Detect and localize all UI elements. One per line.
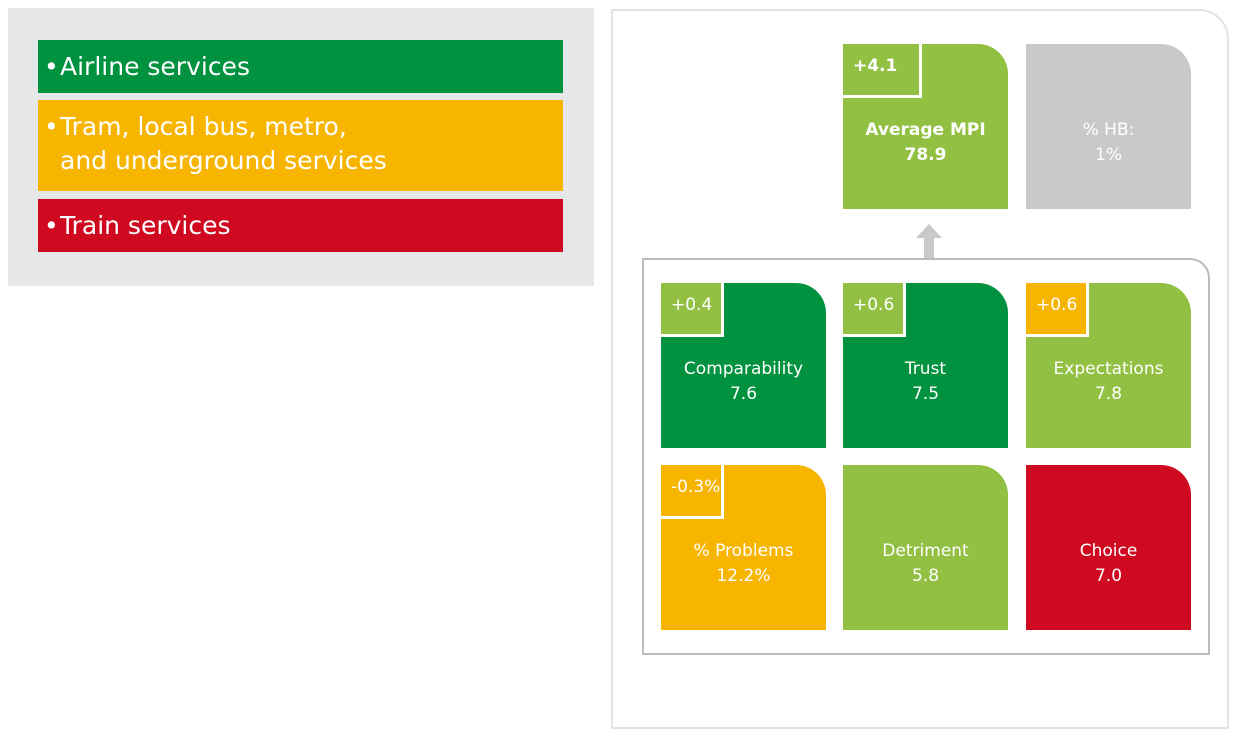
tile-value: 5.8: [911, 566, 940, 586]
tile: % HB: 1%: [1026, 44, 1191, 209]
legend-label: and underground services: [60, 146, 387, 175]
tile-value: 7.0: [1094, 566, 1123, 586]
tile-label: % HB:: [1082, 120, 1135, 140]
tile-value: 7.6: [729, 384, 758, 404]
legend-item: Tram, local bus, metro,and underground s…: [38, 100, 563, 191]
tile: +4.1 Average MPI 78.9: [843, 44, 1008, 209]
tile-label: Comparability: [683, 359, 804, 379]
tile-label: % Problems: [693, 541, 794, 561]
tile: +0.6 Trust 7.5: [843, 283, 1008, 448]
tile: +0.4 Comparability 7.6: [661, 283, 826, 448]
delta-badge: +4.1: [843, 44, 922, 98]
tile-value: 12.2%: [716, 566, 771, 586]
legend-item: Train services: [38, 199, 563, 252]
tile-label: Trust: [904, 359, 947, 379]
legend-label: Train services: [44, 209, 563, 243]
tile-value: 7.8: [1094, 384, 1123, 404]
legend-label: Tram, local bus, metro,: [44, 110, 563, 144]
tile: -0.3% % Problems 12.2%: [661, 465, 826, 630]
delta-badge: +0.6: [843, 283, 906, 337]
legend-panel: Airline services Tram, local bus, metro,a…: [8, 8, 594, 286]
delta-badge: +0.6: [1026, 283, 1089, 337]
legend-item: Airline services: [38, 40, 563, 93]
tile-value: 78.9: [904, 145, 947, 165]
driver-box: [642, 258, 1210, 655]
delta-badge: -0.3%: [661, 465, 724, 519]
tile-value: 7.5: [911, 384, 940, 404]
tile-value: 1%: [1095, 145, 1122, 165]
tile-label: Choice: [1079, 541, 1138, 561]
tile: Choice 7.0: [1026, 465, 1191, 630]
tile-label: Detriment: [882, 541, 969, 561]
tile-label: Average MPI: [865, 120, 986, 140]
delta-badge: +0.4: [661, 283, 724, 337]
tile: +0.6 Expectations 7.8: [1026, 283, 1191, 448]
legend-label: Airline services: [44, 50, 563, 84]
page: Airline services Tram, local bus, metro,a…: [0, 0, 1234, 678]
arrow: [916, 224, 942, 260]
tile-label: Expectations: [1053, 359, 1164, 379]
tile: Detriment 5.8: [843, 465, 1008, 630]
